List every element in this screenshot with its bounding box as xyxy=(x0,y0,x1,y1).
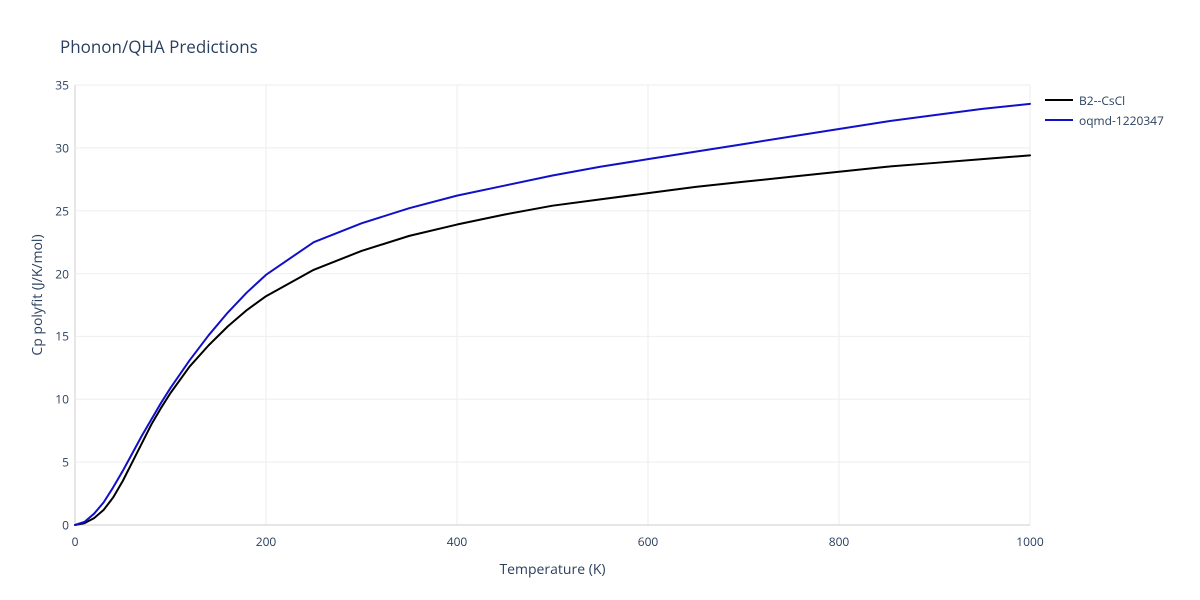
x-tick: 200 xyxy=(256,533,277,550)
legend-item[interactable]: B2--CsCl xyxy=(1045,90,1164,110)
y-tick: 15 xyxy=(45,328,69,345)
x-axis-label: Temperature (K) xyxy=(493,560,613,579)
x-tick: 800 xyxy=(829,533,850,550)
y-tick: 0 xyxy=(45,517,69,534)
y-axis-label: Cp polyfit (J/K/mol) xyxy=(28,215,47,375)
legend-item[interactable]: oqmd-1220347 xyxy=(1045,110,1164,130)
y-tick: 20 xyxy=(45,265,69,282)
y-tick: 5 xyxy=(45,454,69,471)
legend-label: oqmd-1220347 xyxy=(1079,112,1164,129)
y-tick: 10 xyxy=(45,391,69,408)
legend-swatch xyxy=(1045,119,1073,121)
x-tick: 400 xyxy=(447,533,468,550)
chart-container: Phonon/QHA Predictions 02004006008001000… xyxy=(0,0,1200,600)
y-tick: 30 xyxy=(45,139,69,156)
y-tick: 25 xyxy=(45,202,69,219)
plot-svg xyxy=(0,0,1200,600)
x-tick: 600 xyxy=(638,533,659,550)
legend-swatch xyxy=(1045,99,1073,101)
y-tick: 35 xyxy=(45,77,69,94)
legend-label: B2--CsCl xyxy=(1079,92,1125,109)
legend[interactable]: B2--CsCl oqmd-1220347 xyxy=(1045,90,1164,130)
x-tick: 1000 xyxy=(1016,533,1043,550)
x-tick: 0 xyxy=(72,533,79,550)
